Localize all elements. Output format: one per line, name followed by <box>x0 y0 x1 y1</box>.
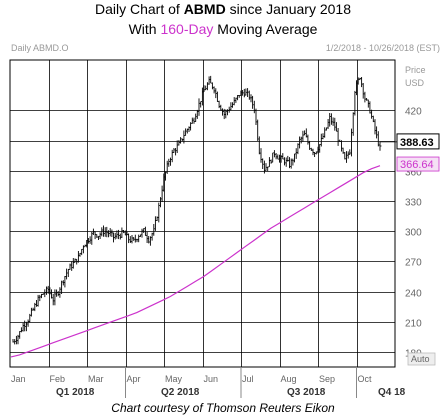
moving-average-series <box>10 165 381 358</box>
grid <box>9 59 396 368</box>
title-suffix: since January 2018 <box>225 1 351 17</box>
date-range-label: 1/2/2018 - 10/26/2018 (EST) <box>325 43 440 53</box>
x-month-label: Jan <box>11 374 26 384</box>
price-series <box>12 75 382 345</box>
x-month-label: Feb <box>50 374 66 384</box>
y-tick-label: 270 <box>405 258 422 269</box>
last-price-label: 388.63 <box>400 137 434 149</box>
x-month-label: May <box>165 374 183 384</box>
last-ma-label: 366.64 <box>400 159 434 171</box>
x-month-label: Mar <box>88 374 104 384</box>
x-month-label: Oct <box>358 374 373 384</box>
y-tick-label: 240 <box>405 289 422 300</box>
chart-title: Daily Chart of ABMD since January 2018 <box>0 1 446 17</box>
x-month-label: Sep <box>319 374 335 384</box>
x-quarter-label: Q2 2018 <box>161 387 200 398</box>
last-ma-box <box>396 156 440 172</box>
y-tick-label: 360 <box>405 168 422 179</box>
price-axis-label: Price <box>405 65 426 75</box>
y-tick-label: 420 <box>405 107 422 118</box>
moving-average-line <box>10 165 381 358</box>
auto-scale-button <box>407 352 436 366</box>
x-quarter-label: Q3 2018 <box>287 387 326 398</box>
title-prefix: Daily Chart of <box>94 1 184 17</box>
y-tick-label: 300 <box>405 228 422 239</box>
x-month-label: Jul <box>242 374 254 384</box>
axes: 180210240270300330360390420JanFebMarAprM… <box>11 65 440 398</box>
instrument-label: Daily ABMD.O <box>11 43 69 53</box>
subtitle-highlight: 160-Day <box>160 21 214 37</box>
chart-credit: Chart courtesy of Thomson Reuters Eikon <box>111 401 335 415</box>
x-month-label: Apr <box>127 374 141 384</box>
x-quarter-label: Q4 18 <box>378 387 406 398</box>
auto-scale-label: Auto <box>411 354 430 364</box>
currency-label: USD <box>405 78 425 88</box>
plot-frame <box>9 59 396 368</box>
title-ticker: ABMD <box>183 1 226 17</box>
subtitle-prefix: With <box>128 21 161 37</box>
y-tick-label: 330 <box>405 198 422 209</box>
y-tick-label: 210 <box>405 319 422 330</box>
chart-subtitle: With 160-Day Moving Average <box>0 21 446 37</box>
x-month-label: Jun <box>204 374 219 384</box>
price-chart: 180210240270300330360390420JanFebMarAprM… <box>9 59 440 398</box>
x-month-label: Aug <box>281 374 297 384</box>
last-price-box <box>396 133 440 150</box>
subtitle-suffix: Moving Average <box>213 21 318 37</box>
x-quarter-label: Q1 2018 <box>56 387 95 398</box>
